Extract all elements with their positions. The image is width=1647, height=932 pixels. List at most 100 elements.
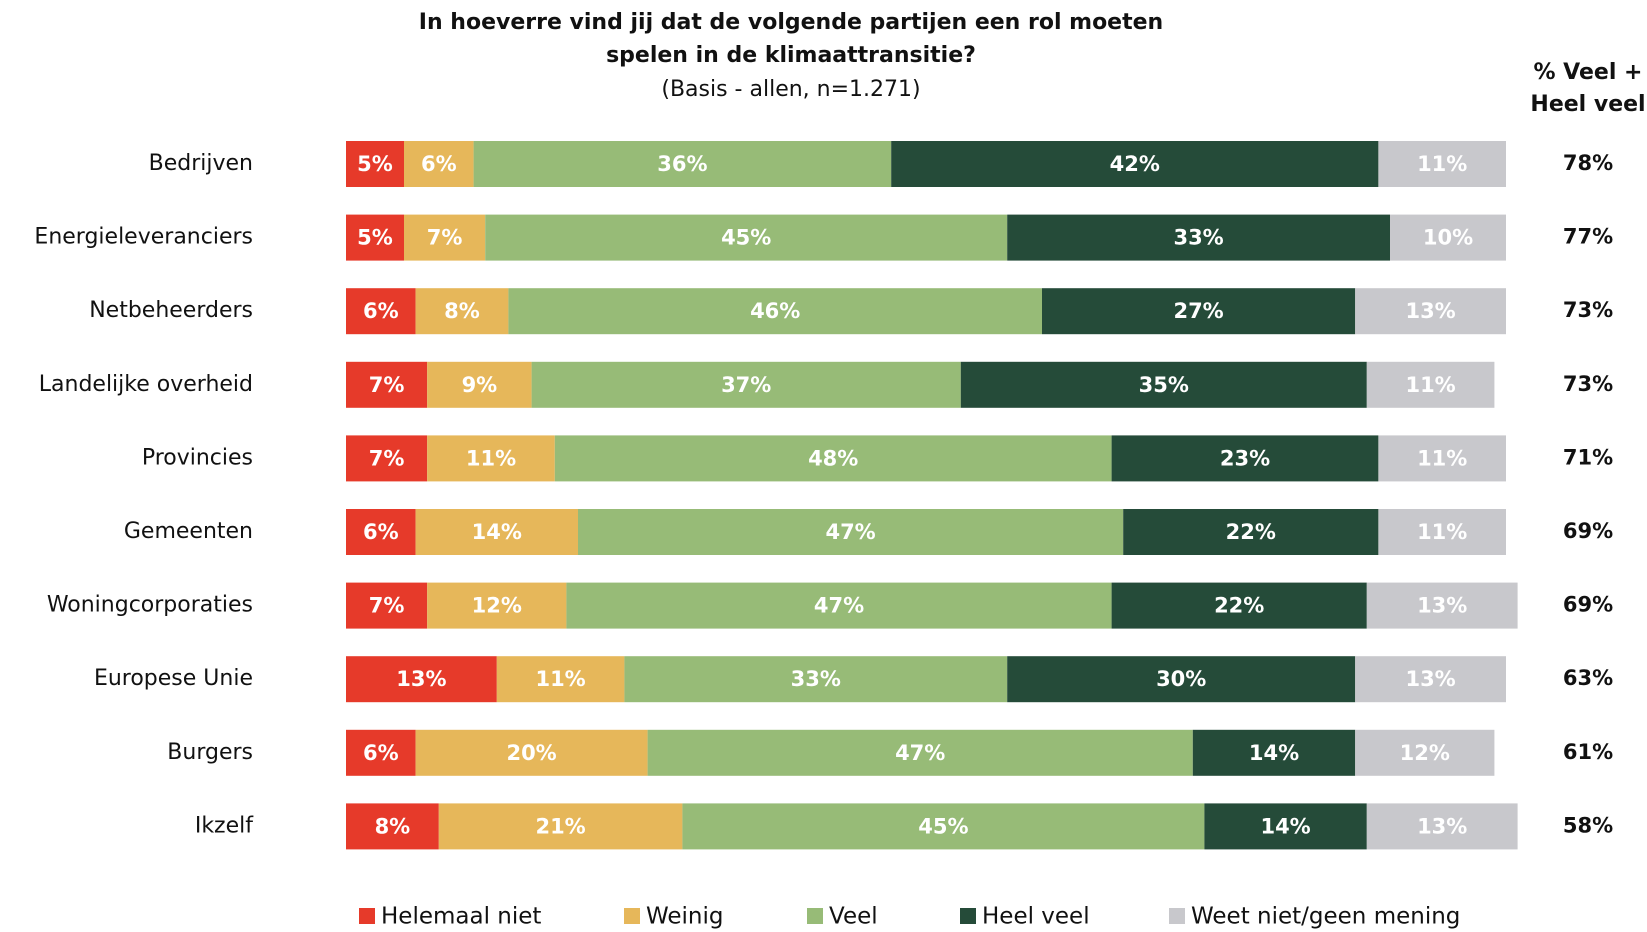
legend-label: Helemaal niet — [381, 904, 541, 930]
bar-segment — [647, 729, 1193, 776]
data-label: 13% — [396, 667, 446, 691]
total-label: 71% — [1563, 445, 1613, 469]
bar-segment — [531, 361, 961, 408]
bar-segment — [566, 582, 1112, 629]
total-header: % Veel + — [1533, 60, 1642, 85]
data-label: 7% — [427, 226, 463, 250]
data-label: 20% — [506, 741, 556, 765]
bar-segment — [1355, 656, 1506, 703]
data-label: 27% — [1173, 299, 1223, 323]
bar-segment — [1192, 729, 1356, 776]
data-label: 14% — [1249, 741, 1299, 765]
bar-segment — [1007, 656, 1356, 703]
legend-swatch — [624, 908, 640, 924]
data-label: 48% — [808, 446, 858, 470]
bar-segment — [1111, 582, 1367, 629]
bar-segment — [1366, 361, 1495, 408]
data-label: 12% — [1400, 741, 1450, 765]
bar-segment — [473, 141, 892, 187]
total-label: 69% — [1563, 593, 1613, 617]
data-label: 47% — [895, 741, 945, 765]
total-label: 63% — [1563, 666, 1613, 690]
bar-segment — [438, 803, 683, 850]
data-label: 46% — [750, 299, 800, 323]
bar-segment — [346, 509, 416, 555]
legend-label: Veel — [829, 904, 878, 930]
bar-segment — [1378, 435, 1506, 482]
data-label: 5% — [357, 226, 393, 250]
data-label: 10% — [1423, 226, 1473, 250]
data-label: 33% — [791, 667, 841, 691]
data-label: 23% — [1220, 446, 1270, 470]
legend-swatch — [359, 908, 375, 924]
data-label: 13% — [1405, 667, 1455, 691]
legend-label: Weinig — [646, 904, 724, 930]
total-label: 73% — [1563, 298, 1613, 322]
data-label: 22% — [1214, 594, 1264, 618]
data-label: 7% — [369, 446, 405, 470]
data-label: 11% — [1417, 520, 1467, 544]
data-label: 7% — [369, 373, 405, 397]
data-label: 11% — [1405, 373, 1455, 397]
bar-segment — [485, 214, 1008, 261]
data-label: 45% — [918, 814, 968, 838]
data-label: 35% — [1139, 373, 1189, 397]
data-label: 45% — [721, 226, 771, 250]
data-label: 6% — [363, 520, 399, 544]
category-label: Landelijke overheid — [39, 372, 253, 397]
data-label: 9% — [462, 373, 498, 397]
bar-segment — [891, 141, 1379, 187]
data-label: 11% — [466, 446, 516, 470]
data-label: 47% — [825, 520, 875, 544]
category-label: Burgers — [167, 740, 253, 765]
bar-segment — [415, 509, 578, 555]
data-label: 5% — [357, 152, 393, 176]
bar-segment — [578, 509, 1124, 555]
data-label: 12% — [472, 594, 522, 618]
bar-segment — [554, 435, 1112, 482]
legend-label: Weet niet/geen mening — [1191, 904, 1460, 930]
data-label: 11% — [535, 667, 585, 691]
data-label: 11% — [1417, 446, 1467, 470]
data-label: 6% — [363, 741, 399, 765]
category-label: Provincies — [142, 445, 253, 470]
data-label: 6% — [363, 299, 399, 323]
total-label: 61% — [1563, 740, 1613, 764]
data-label: 33% — [1173, 226, 1223, 250]
category-label: Netbeheerders — [89, 298, 253, 323]
bar-segment — [1123, 509, 1379, 555]
bar-segment — [1366, 582, 1518, 629]
data-label: 21% — [535, 814, 585, 838]
category-label: Woningcorporaties — [47, 593, 253, 618]
total-label: 69% — [1563, 519, 1613, 543]
bar-segment — [1042, 288, 1356, 335]
data-label: 37% — [721, 373, 771, 397]
legend-swatch — [807, 908, 823, 924]
bar-segment — [1390, 214, 1506, 261]
legend-label: Heel veel — [982, 904, 1090, 930]
bar-segment — [1378, 509, 1506, 555]
bar-segment — [508, 288, 1042, 335]
bar-segment — [624, 656, 1008, 703]
bar-segment — [496, 656, 625, 703]
legend-swatch — [960, 908, 976, 924]
data-label: 47% — [814, 594, 864, 618]
bar-segment — [960, 361, 1367, 408]
total-header: Heel veel — [1530, 92, 1645, 117]
total-label: 78% — [1563, 151, 1613, 175]
bar-segment — [346, 656, 497, 703]
category-label: Ikzelf — [195, 813, 254, 838]
data-label: 13% — [1405, 299, 1455, 323]
bar-segment — [1204, 803, 1367, 850]
bar-segment — [427, 582, 567, 629]
data-label: 8% — [444, 299, 480, 323]
data-label: 22% — [1226, 520, 1276, 544]
category-label: Energieleveranciers — [34, 225, 253, 250]
bar-segment — [415, 729, 648, 776]
data-label: 13% — [1417, 814, 1467, 838]
data-label: 8% — [375, 814, 411, 838]
data-label: 7% — [369, 594, 405, 618]
data-label: 13% — [1417, 594, 1467, 618]
bar-segment — [427, 435, 555, 482]
